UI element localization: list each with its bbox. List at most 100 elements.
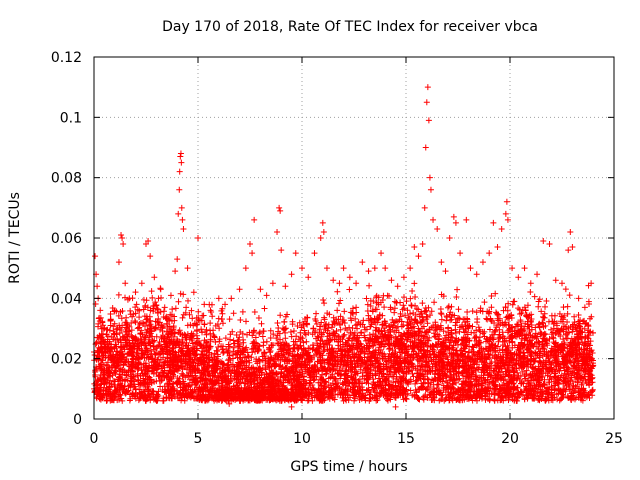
data-point <box>178 159 185 166</box>
cloud-point <box>208 308 215 315</box>
cloud-point <box>491 397 498 404</box>
cloud-point <box>169 306 176 313</box>
cloud-point <box>494 322 501 329</box>
data-point <box>407 265 414 272</box>
cloud-point <box>479 365 486 372</box>
cloud-point <box>303 338 310 345</box>
data-point <box>494 244 501 251</box>
data-point <box>569 244 576 251</box>
cloud-point <box>366 282 373 289</box>
data-point <box>257 286 264 293</box>
cloud-point <box>170 323 177 330</box>
data-point <box>426 174 433 181</box>
data-point <box>463 216 470 223</box>
cloud-point <box>134 325 141 332</box>
cloud-point <box>218 316 225 323</box>
grid-lines <box>94 57 614 419</box>
data-point <box>118 231 125 238</box>
data-point <box>175 210 182 217</box>
data-point <box>400 274 407 281</box>
cloud-point <box>227 336 234 343</box>
cloud-point <box>251 309 258 316</box>
cloud-point <box>274 319 281 326</box>
data-point <box>546 241 553 248</box>
cloud-point <box>282 335 289 342</box>
data-point <box>319 219 326 226</box>
data-point <box>446 235 453 241</box>
cloud-point <box>408 302 415 309</box>
cloud-point <box>115 312 122 319</box>
cloud-point <box>219 343 226 350</box>
dense-point-cloud <box>91 280 597 404</box>
cloud-point <box>322 371 329 378</box>
cloud-point <box>237 317 244 324</box>
cloud-point <box>129 313 136 320</box>
data-point <box>346 274 353 281</box>
chart-title: Day 170 of 2018, Rate Of TEC Index for r… <box>162 19 538 35</box>
data-point <box>180 225 187 232</box>
cloud-point <box>364 301 371 308</box>
cloud-point <box>500 307 507 314</box>
data-point <box>119 235 126 241</box>
cloud-point <box>337 326 344 333</box>
cloud-point <box>367 302 374 309</box>
data-point <box>490 219 497 226</box>
data-point <box>97 307 104 314</box>
data-point <box>176 168 183 175</box>
cloud-point <box>445 324 452 331</box>
cloud-point <box>581 325 588 332</box>
cloud-point <box>210 332 217 339</box>
cloud-point <box>403 298 410 305</box>
cloud-point <box>397 299 404 306</box>
cloud-point <box>256 330 263 337</box>
data-point <box>190 289 197 296</box>
cloud-point <box>435 381 442 388</box>
data-point <box>222 301 229 308</box>
data-point <box>249 250 256 257</box>
data-point <box>559 280 565 287</box>
cloud-point <box>453 293 460 300</box>
cloud-point <box>258 320 265 327</box>
cloud-point <box>255 315 262 322</box>
cloud-point <box>261 305 268 312</box>
cloud-point <box>577 317 584 324</box>
cloud-point <box>207 320 214 327</box>
data-point <box>155 295 162 302</box>
cloud-point <box>290 327 297 334</box>
cloud-point <box>129 295 136 302</box>
cloud-point <box>447 317 454 324</box>
cloud-point <box>256 329 263 336</box>
data-point <box>311 250 318 257</box>
data-point <box>179 216 186 223</box>
data-point <box>567 228 574 235</box>
data-point <box>120 241 127 248</box>
data-point <box>421 204 428 211</box>
cloud-point <box>212 339 219 346</box>
data-point <box>473 271 480 278</box>
cloud-point <box>495 311 502 318</box>
data-point <box>122 280 129 287</box>
data-point <box>247 241 253 248</box>
cloud-point <box>349 305 356 312</box>
data-point <box>442 268 449 275</box>
cloud-point <box>431 299 438 306</box>
cloud-point <box>391 305 398 312</box>
cloud-point <box>474 319 481 326</box>
data-point <box>277 207 284 214</box>
data-point <box>430 216 437 223</box>
data-point <box>251 216 258 223</box>
cloud-point <box>164 325 171 332</box>
cloud-point <box>123 314 130 321</box>
data-point <box>336 280 343 287</box>
data-point <box>236 286 243 293</box>
data-point <box>353 280 360 287</box>
data-point <box>424 84 431 91</box>
data-point <box>320 228 327 235</box>
data-point <box>340 265 347 272</box>
data-point <box>278 247 285 254</box>
cloud-point <box>270 331 277 338</box>
cloud-point <box>532 330 539 337</box>
cloud-point <box>562 286 569 293</box>
data-point <box>434 225 441 232</box>
